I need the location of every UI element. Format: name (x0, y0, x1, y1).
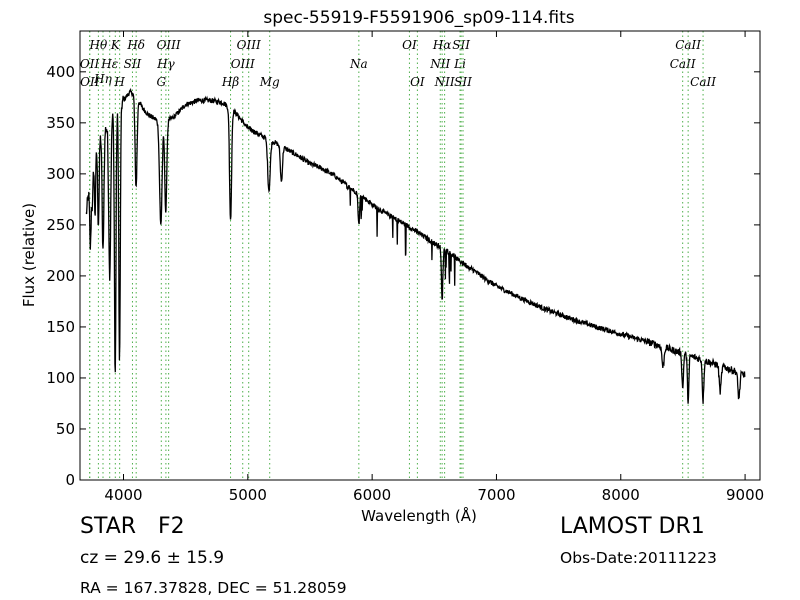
line-label-19: NII (429, 57, 450, 71)
x-tick-label-2: 6000 (353, 486, 391, 504)
line-label-1: OII (80, 75, 100, 89)
y-tick-label-2: 100 (46, 369, 75, 387)
y-tick-label-1: 50 (56, 420, 75, 438)
line-label-25: CaII (670, 57, 696, 71)
chart-title: spec-55919-F5591906_sp09-114.fits (263, 8, 574, 28)
x-tick-label-4: 8000 (602, 486, 640, 504)
line-label-9: G (157, 75, 167, 89)
survey-label: LAMOST DR1 (560, 514, 705, 539)
line-label-15: Mg (259, 75, 280, 89)
redshift-label: cz = 29.6 ± 15.9 (80, 548, 225, 568)
y-tick-label-5: 250 (46, 216, 75, 234)
line-label-24: SII (454, 75, 472, 89)
line-label-22: Li (453, 57, 466, 71)
line-label-7: SII (124, 57, 142, 71)
coordinates-label: RA = 167.37828, DEC = 51.28059 (80, 579, 347, 597)
y-tick-label-3: 150 (46, 318, 75, 336)
class-label: STAR (80, 514, 137, 539)
line-label-12: Hβ (221, 75, 239, 89)
y-tick-label-0: 0 (65, 471, 75, 489)
x-tick-label-3: 7000 (477, 486, 515, 504)
object-class: STAR F2 (80, 514, 185, 539)
line-label-11: OIII (157, 38, 181, 52)
x-axis: 4000 5000 6000 7000 8000 9000 (104, 31, 764, 504)
x-axis-label: Wavelength (Å) (361, 506, 477, 525)
x-tick-label-1: 5000 (229, 486, 267, 504)
y-tick-label-4: 200 (46, 267, 75, 285)
line-label-16: Na (349, 57, 368, 71)
x-tick-label-0: 4000 (104, 486, 142, 504)
line-label-10: Hγ (156, 57, 175, 71)
spectrum-line (85, 87, 746, 404)
line-label-13: OIII (231, 57, 255, 71)
y-axis: 0 50 100 150 200 250 300 350 400 (46, 63, 760, 489)
line-label-14: OIII (237, 38, 261, 52)
subclass-label: F2 (158, 514, 185, 539)
spectral-line-markers: OIIOIIHθHηHεKHSIIHδGHγOIIIHβOIIIOIIIMgNa… (80, 31, 716, 480)
y-tick-label-7: 350 (46, 114, 75, 132)
line-label-23: SII (452, 38, 470, 52)
line-label-17: OI (402, 38, 417, 52)
line-label-26: CaII (675, 38, 701, 52)
y-tick-label-8: 400 (46, 63, 75, 81)
line-label-8: Hδ (126, 38, 145, 52)
line-label-6: H (113, 75, 125, 89)
line-label-4: Hε (100, 57, 118, 71)
line-label-20: Hα (432, 38, 452, 52)
line-label-27: CaII (690, 75, 716, 89)
line-label-2: Hθ (89, 38, 108, 52)
line-label-18: OI (410, 75, 425, 89)
y-tick-label-6: 300 (46, 165, 75, 183)
line-label-21: NII (434, 75, 455, 89)
x-tick-label-5: 9000 (726, 486, 764, 504)
line-label-3: Hη (93, 72, 112, 86)
y-axis-label: Flux (relative) (20, 203, 38, 307)
obs-date-label: Obs-Date:20111223 (560, 549, 717, 567)
plot-frame (79, 30, 761, 481)
line-label-5: K (110, 38, 121, 52)
